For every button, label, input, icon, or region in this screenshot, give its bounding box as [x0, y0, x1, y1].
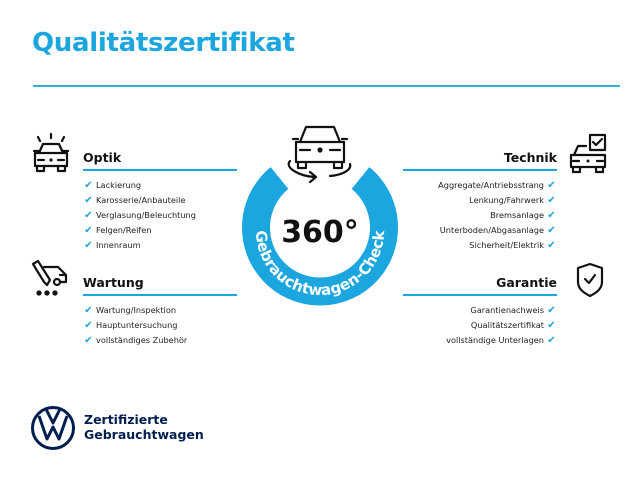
- check-icon: ✔: [547, 305, 556, 316]
- section-optik: Optik ✔ Lackierung ✔ Karosserie/Anbauteile…: [83, 150, 253, 253]
- check-icon: ✔: [547, 210, 556, 221]
- list-item: Lenkung/Fahrwerk ✔: [469, 195, 556, 206]
- section-divider: [403, 294, 557, 296]
- brand-line-2: Gebrauchtwagen: [84, 427, 204, 442]
- check-icon: ✔: [84, 195, 93, 206]
- list-item: Garantienachweis ✔: [470, 305, 556, 316]
- list-item: Bremsanlage ✔: [490, 210, 556, 221]
- list-item: ✔ Verglasung/Beleuchtung: [84, 210, 196, 221]
- section-divider: [403, 169, 557, 171]
- service-tools-icon: [31, 259, 68, 296]
- check-icon: ✔: [84, 210, 93, 221]
- list-item: ✔ vollständiges Zubehör: [84, 335, 188, 346]
- list-item: ✔ Lackierung: [84, 180, 142, 191]
- section-heading: Wartung: [83, 275, 144, 290]
- check-icon: ✔: [84, 225, 93, 236]
- list-item: Sicherheit/Elektrik ✔: [469, 240, 556, 251]
- title-divider: [33, 85, 620, 87]
- ring-arc: [242, 167, 398, 306]
- check-icon: ✔: [547, 320, 556, 331]
- center-value: 360°: [281, 215, 359, 250]
- check-icon: ✔: [84, 320, 93, 331]
- brand-line-1: Zertifizierte: [84, 412, 168, 427]
- list-item: ✔ Hauptuntersuchung: [84, 320, 178, 331]
- check-icon: ✔: [84, 240, 93, 251]
- car-checkbox-icon: [569, 133, 607, 174]
- section-technik: Technik Aggregate/Antriebsstrang ✔ Lenkun…: [403, 150, 557, 253]
- check-icon: ✔: [547, 335, 556, 346]
- section-divider: [83, 169, 237, 171]
- check-icon: ✔: [84, 335, 93, 346]
- check-icon: ✔: [547, 195, 556, 206]
- list-item: Unterboden/Abgasanlage ✔: [439, 225, 556, 236]
- page-title: Qualitätszertifikat: [32, 28, 295, 58]
- list-item: ✔ Felgen/Reifen: [84, 225, 152, 236]
- shield-check-icon: [576, 262, 604, 298]
- list-item: ✔ Innenraum: [84, 240, 141, 251]
- list-item: Qualitätszertifikat ✔: [470, 320, 556, 331]
- car-360-rotation-icon: [287, 125, 352, 184]
- list-item: Aggregate/Antriebsstrang ✔: [438, 180, 556, 191]
- ring-graphic: Gebrauchtwagen-Check 360°: [242, 125, 398, 306]
- brand-label: Zertifizierte Gebrauchtwagen: [84, 412, 204, 442]
- check-icon: ✔: [84, 305, 93, 316]
- check-icon: ✔: [84, 180, 93, 191]
- vw-logo-icon: [31, 406, 75, 450]
- section-garantie: Garantie Garantienachweis ✔ Qualitätszert…: [403, 275, 557, 348]
- section-wartung: Wartung ✔ Wartung/Inspektion ✔ Hauptunters…: [83, 275, 253, 348]
- check-icon: ✔: [547, 240, 556, 251]
- section-heading: Optik: [83, 150, 122, 165]
- list-item: ✔ Wartung/Inspektion: [84, 305, 177, 316]
- section-heading: Garantie: [496, 275, 557, 290]
- list-item: ✔ Karosserie/Anbauteile: [84, 195, 186, 206]
- car-lights-icon: [32, 132, 70, 173]
- check-icon: ✔: [547, 180, 556, 191]
- list-item: vollständige Unterlagen ✔: [446, 335, 556, 346]
- check-icon: ✔: [547, 225, 556, 236]
- section-heading: Technik: [503, 150, 557, 165]
- section-divider: [83, 294, 237, 296]
